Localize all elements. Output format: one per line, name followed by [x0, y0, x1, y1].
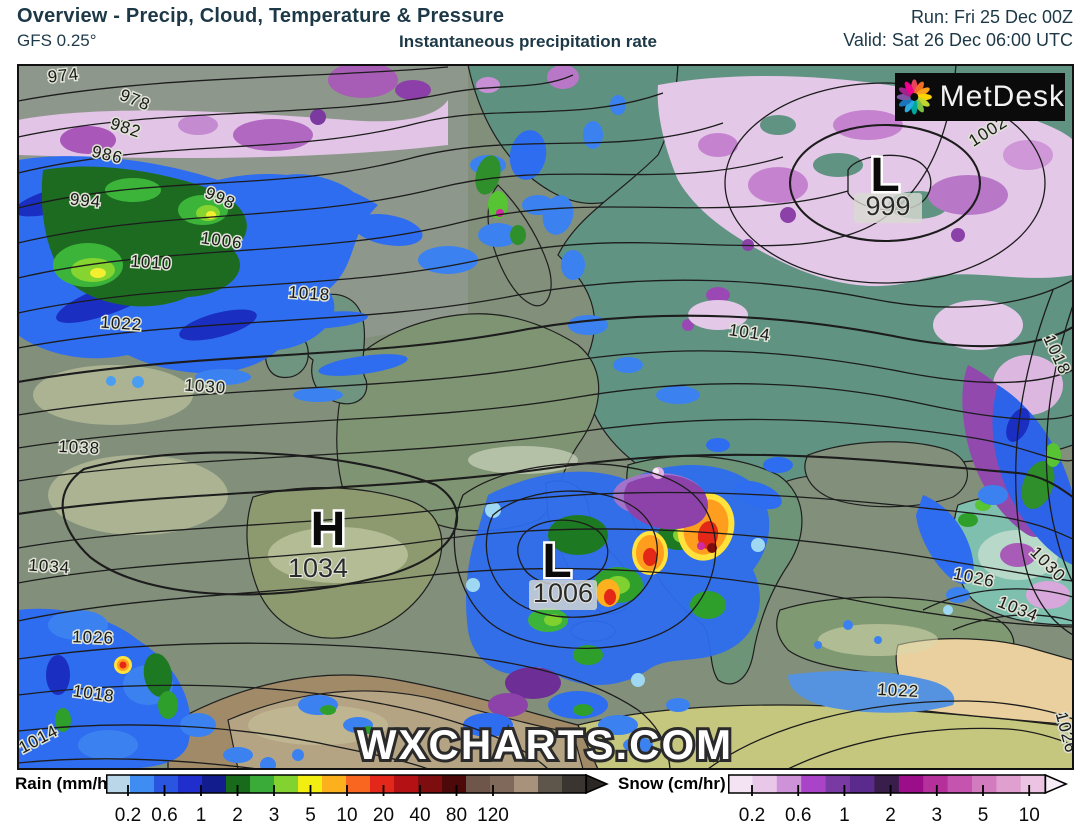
isobar-label: 1034 — [28, 556, 71, 578]
legend-tick-label: 20 — [373, 805, 394, 826]
legend-tick-label: 10 — [336, 805, 357, 826]
legend-tick-label: 0.2 — [739, 805, 765, 826]
legend-tick-label: 1 — [839, 805, 850, 826]
layer-subtitle: Instantaneous precipitation rate — [399, 32, 657, 51]
legend-tick-label: 120 — [477, 805, 509, 826]
legend-tick-label: 2 — [885, 805, 896, 826]
isobar-label: 1014 — [728, 320, 772, 345]
pressure-center-letter: H — [311, 503, 346, 556]
legend-tick-label: 2 — [232, 805, 243, 826]
legend-tick-label: 0.2 — [115, 805, 141, 826]
rain-color-scale: 0.2 0.6 1 2 3 5 10 20 40 80 120 — [106, 773, 609, 826]
legend-tick-label: 0.6 — [785, 805, 811, 826]
rain-legend-label: Rain (mm/hr) — [15, 774, 120, 793]
legend-tick-label: 1 — [196, 805, 207, 826]
legend-tick-label: 5 — [305, 805, 316, 826]
weather-map: 974 978 982 986 994 998 1006 1010 1018 1022 1030 10… — [17, 64, 1074, 770]
isobar-label: 1030 — [184, 376, 227, 398]
valid-time: Valid: Sat 26 Dec 06:00 UTC — [843, 30, 1073, 50]
pressure-center-letter: L — [542, 535, 571, 588]
precip-south — [18, 485, 1008, 769]
isobars — [18, 65, 1073, 769]
precip-north — [18, 65, 700, 404]
page-title: Overview - Precip, Cloud, Temperature & … — [17, 5, 505, 27]
pressure-center-value: 1006 — [533, 578, 593, 608]
isobar-label: 1018 — [288, 283, 331, 305]
isobar-label: 1022 — [100, 313, 143, 335]
isobar-label: 994 — [69, 189, 102, 211]
pressure-center-letter: L — [870, 149, 899, 202]
watermark: WXCHARTS.COM — [357, 721, 733, 768]
isobar-label: 1038 — [58, 437, 101, 458]
legend-tick-label: 10 — [1019, 805, 1040, 826]
isobar-label: 974 — [47, 65, 80, 87]
isobar-label: 1026 — [72, 627, 114, 647]
metdesk-starburst-icon — [896, 79, 932, 115]
legend-tick-label: 40 — [409, 805, 430, 826]
model-label: GFS 0.25° — [17, 31, 97, 50]
snow-legend-label: Snow (cm/hr) — [618, 774, 726, 793]
legend-tick-label: 3 — [269, 805, 280, 826]
run-time: Run: Fri 25 Dec 00Z — [910, 7, 1073, 27]
precip-med — [463, 438, 793, 753]
legend-tick-label: 0.6 — [151, 805, 177, 826]
snow-color-scale: 0.2 0.6 1 2 3 5 10 — [728, 773, 1069, 826]
pressure-center-value: 999 — [865, 191, 910, 221]
legend-tick-label: 3 — [932, 805, 943, 826]
metdesk-logo-text: MetDesk — [939, 80, 1065, 113]
isobar-label: 1010 — [130, 252, 173, 274]
metdesk-logo: MetDesk — [895, 73, 1065, 121]
isobar-label: 1022 — [877, 680, 920, 701]
pressure-center-value: 1034 — [288, 553, 348, 583]
legend-tick-label: 80 — [446, 805, 467, 826]
legend-tick-label: 5 — [978, 805, 989, 826]
